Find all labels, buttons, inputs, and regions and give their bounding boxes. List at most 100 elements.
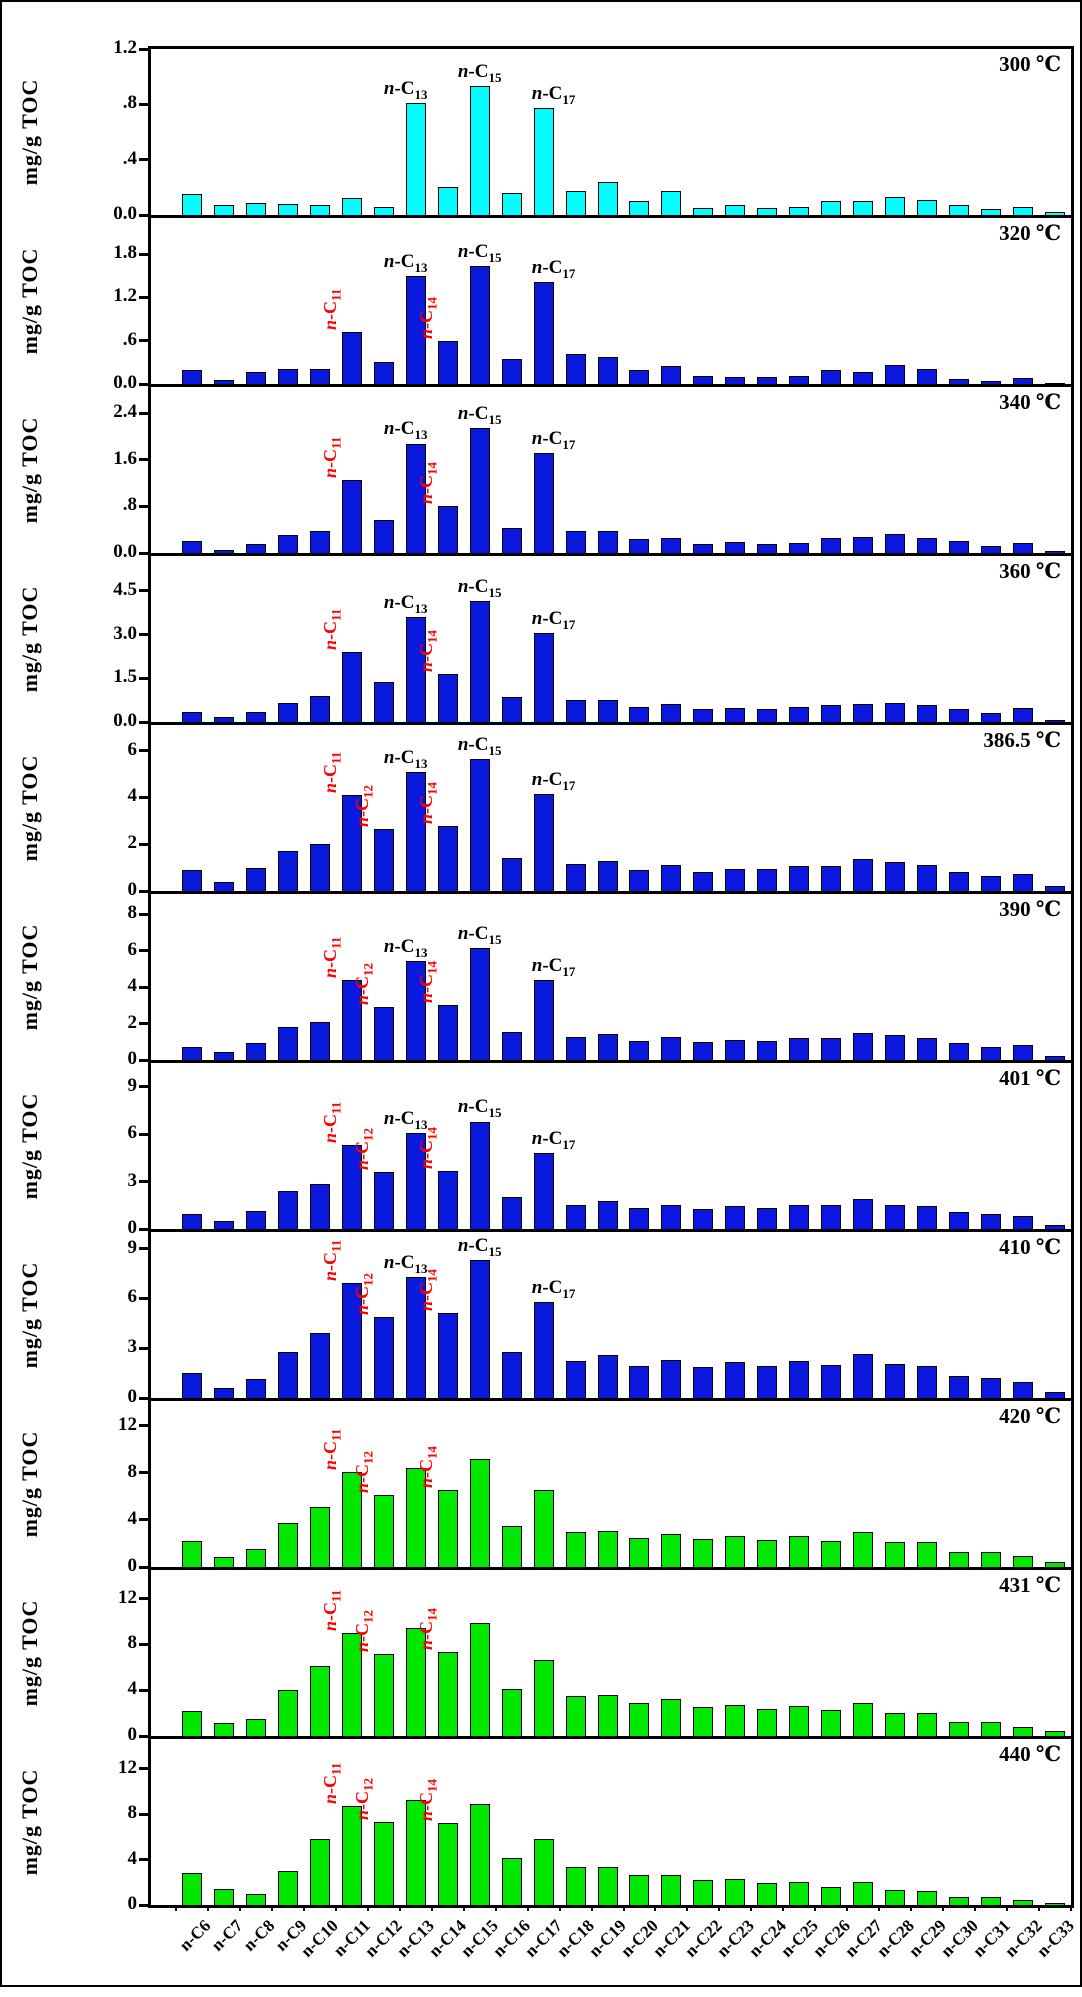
x-tick-mark: [334, 1905, 337, 1911]
bar-n-C30: [949, 1721, 970, 1736]
y-axis-title: mg/g TOC: [17, 1430, 42, 1538]
bar-n-C24: [757, 1539, 778, 1567]
bar-n-C11: [341, 198, 362, 215]
bar-n-C8: [245, 1210, 266, 1229]
bar-n-C8: [245, 1378, 266, 1398]
bar-n-C29: [917, 704, 938, 722]
peak-label-n-C17: n-C17: [531, 954, 576, 979]
bar-n-C10: [309, 1333, 330, 1398]
bar-n-C31: [981, 713, 1002, 722]
x-tick-mark: [526, 1905, 529, 1911]
peak-label-n-C17: n-C17: [531, 1128, 576, 1152]
y-tick-mark: [139, 676, 148, 680]
x-tick-mark: [686, 1905, 689, 1911]
bar-n-C26: [821, 201, 842, 215]
bar-n-C23: [725, 1206, 746, 1229]
bar-n-C11: [341, 480, 362, 553]
y-tick-label: 0: [127, 1217, 138, 1238]
bar-n-C29: [917, 1891, 938, 1905]
bar-n-C15: [469, 1803, 490, 1905]
y-tick-label: 0.0: [113, 203, 137, 224]
bar-n-C20: [629, 869, 650, 891]
bar-n-C9: [277, 203, 298, 215]
bar-n-C17: [533, 452, 554, 553]
bar-n-C28: [885, 862, 906, 891]
bar-n-C27: [853, 703, 874, 722]
x-tick-mark: [590, 1905, 593, 1911]
bar-n-C8: [245, 712, 266, 722]
bar-n-C27: [853, 536, 874, 553]
bar-n-C9: [277, 534, 298, 553]
plot-area: 386.5 ℃ n-C11 n-C12 n-C14 n-C13 n-C15 n-C17: [148, 722, 1074, 894]
bar-n-C32: [1013, 1556, 1034, 1567]
bar-n-C21: [661, 191, 682, 215]
y-tick-label: 4: [127, 1507, 138, 1529]
peak-label-n-C14: n-C14: [415, 961, 440, 1004]
bar-n-C14: [437, 341, 458, 384]
bar-n-C27: [853, 1881, 874, 1905]
y-tick-label: 0: [127, 1048, 138, 1069]
bar-n-C11: [341, 332, 362, 384]
bar-n-C21: [661, 1874, 682, 1905]
panel-390℃: mg/g TOC 0 2 4 6 8 390 ℃ n-C11 n-C12 n-C14 n-C13 n-…: [0, 891, 1082, 1069]
bar-n-C12: [373, 1007, 394, 1060]
bar-n-C32: [1013, 1900, 1034, 1905]
peak-label-n-C14: n-C14: [415, 629, 440, 672]
y-tick-mark: [139, 1688, 148, 1692]
bar-n-C16: [501, 1858, 522, 1905]
bar-n-C22: [693, 376, 714, 384]
bar-n-C13: [405, 1468, 426, 1567]
peak-label-n-C17: n-C17: [531, 768, 576, 793]
temperature-label: 401 ℃: [999, 1066, 1061, 1090]
bar-n-C24: [757, 208, 778, 215]
bar-n-C33: [1045, 382, 1066, 384]
bar-n-C28: [885, 1713, 906, 1736]
bar-n-C23: [725, 1362, 746, 1398]
bar-n-C9: [277, 1191, 298, 1229]
bar-n-C33: [1045, 212, 1066, 215]
y-tick-label: 2: [127, 1011, 138, 1033]
x-tick-label-n-C7: n-C7: [207, 1916, 247, 1955]
panel-431℃: mg/g TOC 0 4 8 12 431 ℃ n-C11 n-C12 n-C14: [0, 1567, 1082, 1745]
y-tick-label: 8: [127, 1802, 138, 1824]
y-tick-mark: [139, 1296, 148, 1300]
bar-n-C32: [1013, 1726, 1034, 1736]
y-axis-title: mg/g TOC: [17, 1092, 42, 1200]
peak-label-n-C17: n-C17: [531, 427, 576, 452]
bar-n-C31: [981, 1897, 1002, 1905]
y-tick-label: 3.0: [113, 622, 137, 644]
peak-label-n-C11: n-C11: [319, 936, 344, 978]
bar-n-C13: [405, 771, 426, 891]
bar-n-C11: [341, 1471, 362, 1567]
y-tick-mark: [139, 504, 148, 508]
temperature-label: 360 ℃: [999, 559, 1061, 583]
bar-n-C26: [821, 1541, 842, 1567]
y-tick-label: 0.0: [113, 541, 137, 562]
x-tick-mark: [846, 1905, 849, 1911]
y-tick-mark: [139, 912, 148, 916]
bar-n-C16: [501, 1525, 522, 1567]
bar-n-C15: [469, 266, 490, 384]
bar-n-C29: [917, 1713, 938, 1736]
bar-n-C6: [181, 541, 202, 553]
bar-n-C6: [181, 369, 202, 384]
bar-n-C25: [789, 1205, 810, 1229]
bar-n-C29: [917, 199, 938, 215]
bar-n-C32: [1013, 543, 1034, 553]
bar-n-C25: [789, 1038, 810, 1060]
y-tick-mark: [139, 1812, 148, 1816]
bar-n-C24: [757, 543, 778, 553]
bar-n-C24: [757, 1709, 778, 1736]
bar-n-C24: [757, 1366, 778, 1398]
peak-label-n-C11: n-C11: [319, 288, 344, 331]
bar-n-C22: [693, 1707, 714, 1736]
plot-area: 340 ℃ n-C11 n-C14 n-C13 n-C15 n-C17: [148, 384, 1074, 556]
panel-360℃: mg/g TOC 0.0 1.5 3.0 4.5 360 ℃ n-C11 n-C14 n-C13…: [0, 553, 1082, 731]
bar-n-C10: [309, 368, 330, 384]
peak-label-n-C15: n-C15: [457, 1235, 502, 1260]
bar-n-C26: [821, 537, 842, 553]
x-tick-label-n-C8: n-C8: [239, 1916, 279, 1955]
peak-label-n-C15: n-C15: [457, 576, 502, 600]
y-tick-label: 4.5: [113, 578, 137, 600]
bar-n-C24: [757, 709, 778, 722]
